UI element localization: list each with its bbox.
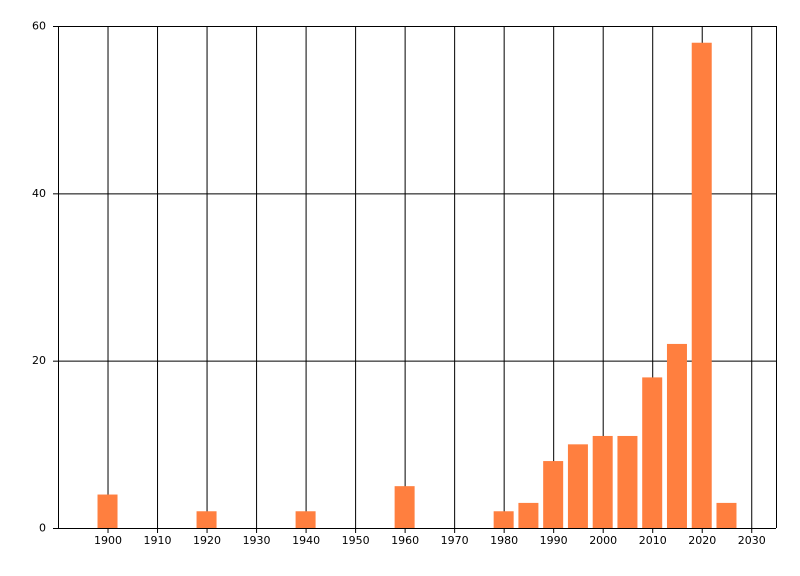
x-tick-label: 1920	[193, 534, 221, 547]
bar	[567, 444, 588, 528]
bar	[493, 511, 514, 528]
x-tick-label: 1970	[441, 534, 469, 547]
x-tick-label: 2010	[639, 534, 667, 547]
bar	[666, 343, 687, 528]
x-tick-label: 1900	[94, 534, 122, 547]
x-tick-label: 1990	[540, 534, 568, 547]
bar	[617, 435, 638, 528]
x-tick-label: 1910	[144, 534, 172, 547]
y-tick-label: 20	[32, 354, 46, 367]
x-tick-label: 1940	[292, 534, 320, 547]
x-tick-label: 1950	[342, 534, 370, 547]
bar	[97, 494, 118, 528]
x-tick-label: 1980	[490, 534, 518, 547]
x-tick-label: 1930	[243, 534, 271, 547]
y-tick-label: 40	[32, 187, 46, 200]
x-tick-label: 2030	[738, 534, 766, 547]
y-tick-label: 60	[32, 20, 46, 33]
x-tick-label: 2020	[688, 534, 716, 547]
bar	[642, 377, 663, 528]
bar	[691, 42, 712, 528]
bar	[716, 502, 737, 528]
bar	[543, 461, 564, 528]
x-tick-label: 1960	[391, 534, 419, 547]
x-tick-label: 2000	[589, 534, 617, 547]
y-tick-label: 0	[39, 522, 46, 535]
bar	[592, 435, 613, 528]
bar	[394, 486, 415, 528]
bar	[196, 511, 217, 528]
bar	[295, 511, 316, 528]
bar	[518, 502, 539, 528]
